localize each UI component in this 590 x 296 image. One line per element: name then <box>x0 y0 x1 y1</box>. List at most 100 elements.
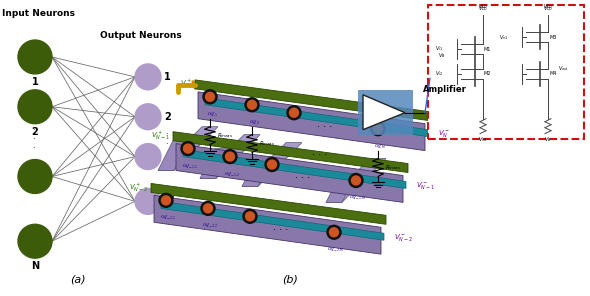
Circle shape <box>247 100 257 109</box>
Circle shape <box>18 224 52 258</box>
Circle shape <box>18 90 52 124</box>
Text: 2: 2 <box>32 127 38 137</box>
Polygon shape <box>242 157 273 186</box>
Polygon shape <box>183 149 406 189</box>
Text: $V_{N-2}^-$: $V_{N-2}^-$ <box>394 232 413 243</box>
Text: . . .: . . . <box>317 119 333 129</box>
Circle shape <box>135 189 161 214</box>
Text: Input Neurons: Input Neurons <box>2 9 75 18</box>
Polygon shape <box>161 201 384 240</box>
Polygon shape <box>200 135 260 178</box>
Circle shape <box>183 144 192 153</box>
Polygon shape <box>326 159 386 202</box>
Circle shape <box>290 108 299 117</box>
Text: $V_N^-$: $V_N^-$ <box>438 128 450 139</box>
Polygon shape <box>200 149 231 178</box>
Text: $R_{meas}$: $R_{meas}$ <box>217 131 233 140</box>
Text: (b): (b) <box>282 274 298 284</box>
Text: $V_{N-1}^-$: $V_{N-1}^-$ <box>416 180 435 191</box>
Text: $R_{meas}$: $R_{meas}$ <box>259 139 276 148</box>
Text: M1: M1 <box>484 46 491 52</box>
Circle shape <box>223 149 237 163</box>
Text: $V_{N-2}^+$: $V_{N-2}^+$ <box>129 181 148 194</box>
Circle shape <box>205 92 215 101</box>
Text: Amplifier: Amplifier <box>423 85 467 94</box>
Circle shape <box>267 160 277 169</box>
Circle shape <box>245 212 254 221</box>
Text: N: N <box>31 261 39 271</box>
Circle shape <box>181 141 195 156</box>
Text: $V_{i1}$: $V_{i1}$ <box>435 45 443 54</box>
Text: $V_{out}$: $V_{out}$ <box>558 65 569 73</box>
Polygon shape <box>173 132 408 173</box>
Polygon shape <box>205 98 428 137</box>
Circle shape <box>245 98 259 112</box>
Circle shape <box>204 204 212 213</box>
Text: $R_{meas}$: $R_{meas}$ <box>385 163 401 172</box>
Text: . . .: . . . <box>296 170 310 181</box>
Text: M: M <box>164 196 173 206</box>
Text: $V_{DD}$: $V_{DD}$ <box>478 4 488 13</box>
Text: . . .: . . . <box>312 147 327 157</box>
Text: $G_{N-1,2}^+$: $G_{N-1,2}^+$ <box>224 170 240 180</box>
Text: $V_{SS}$: $V_{SS}$ <box>478 135 488 144</box>
Polygon shape <box>176 144 403 202</box>
Text: M4: M4 <box>549 71 556 76</box>
Circle shape <box>371 122 385 136</box>
Bar <box>358 90 413 135</box>
Text: .
.: . . <box>165 127 168 146</box>
Polygon shape <box>198 92 425 151</box>
Text: 2: 2 <box>164 112 171 122</box>
Polygon shape <box>363 95 405 130</box>
Polygon shape <box>195 80 430 121</box>
Text: $V_B$: $V_B$ <box>438 51 445 60</box>
Text: M2: M2 <box>484 71 491 76</box>
Text: $G_{N,1}^+$: $G_{N,1}^+$ <box>206 111 218 120</box>
Circle shape <box>373 124 382 133</box>
Polygon shape <box>154 195 381 254</box>
Circle shape <box>18 160 52 193</box>
FancyBboxPatch shape <box>428 5 584 139</box>
Circle shape <box>329 228 339 237</box>
Circle shape <box>135 144 161 170</box>
Polygon shape <box>242 143 302 186</box>
Text: $V_{DD}$: $V_{DD}$ <box>543 2 553 11</box>
Text: $G_{N,M}^+$: $G_{N,M}^+$ <box>374 143 386 152</box>
Text: $V_{n1}$: $V_{n1}$ <box>499 33 508 41</box>
Polygon shape <box>158 141 189 170</box>
Polygon shape <box>151 184 386 224</box>
Circle shape <box>162 196 171 205</box>
Text: $G_{N-1,M}^+$: $G_{N-1,M}^+$ <box>349 194 367 203</box>
Text: $V_{DD}$: $V_{DD}$ <box>478 2 488 11</box>
Circle shape <box>159 193 173 207</box>
Polygon shape <box>158 127 218 170</box>
Text: $G_{N,2}^+$: $G_{N,2}^+$ <box>248 119 260 128</box>
Circle shape <box>327 225 341 239</box>
Circle shape <box>135 104 161 130</box>
Circle shape <box>203 90 217 104</box>
Circle shape <box>135 64 161 90</box>
Text: .
.
.: . . . <box>32 123 34 150</box>
Text: . . .: . . . <box>273 222 289 232</box>
Circle shape <box>265 157 279 171</box>
Text: $V_B$: $V_B$ <box>545 135 552 144</box>
Text: 1: 1 <box>164 72 171 82</box>
Text: Output Neurons: Output Neurons <box>100 31 182 40</box>
Text: M3: M3 <box>549 35 556 40</box>
Text: $G_{N-1,1}^+$: $G_{N-1,1}^+$ <box>182 163 198 172</box>
Circle shape <box>201 201 215 215</box>
Circle shape <box>287 106 301 120</box>
Circle shape <box>18 40 52 74</box>
Text: $G_{N-2,2}^+$: $G_{N-2,2}^+$ <box>202 222 218 231</box>
Polygon shape <box>326 173 357 202</box>
Text: 1: 1 <box>32 77 38 87</box>
Text: $V_{DD}$: $V_{DD}$ <box>543 4 553 13</box>
Text: $V_{N-1}^+$: $V_{N-1}^+$ <box>151 130 170 142</box>
Circle shape <box>352 176 360 185</box>
Circle shape <box>349 173 363 187</box>
Text: (a): (a) <box>70 274 86 284</box>
Text: $V_N^+$: $V_N^+$ <box>180 78 192 90</box>
Circle shape <box>243 209 257 223</box>
Text: $V_{i2}$: $V_{i2}$ <box>435 70 443 78</box>
Circle shape <box>225 152 234 161</box>
